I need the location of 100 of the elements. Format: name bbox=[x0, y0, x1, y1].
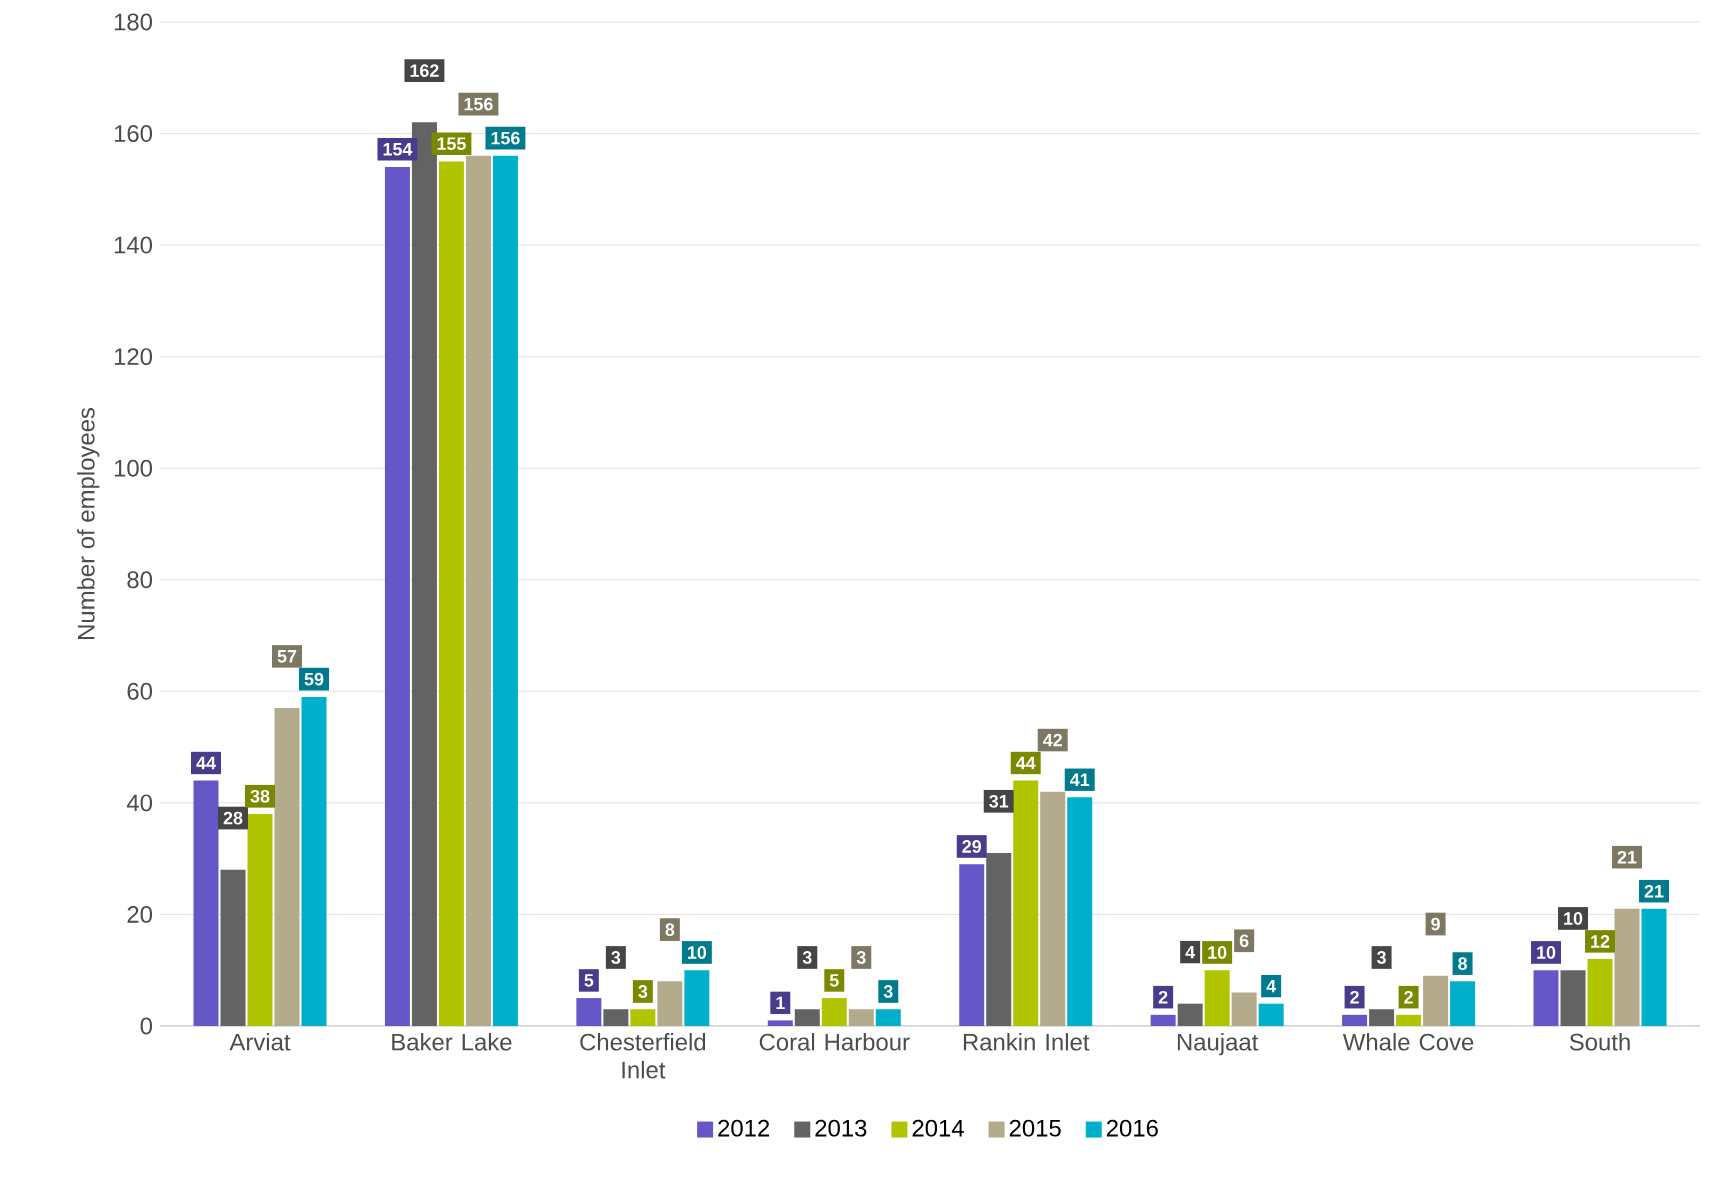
data-label: 29 bbox=[962, 840, 982, 853]
bar bbox=[1641, 908, 1667, 1026]
data-label: 42 bbox=[1043, 733, 1062, 747]
legend-label: 2015 bbox=[1009, 1119, 1061, 1137]
data-label: 3 bbox=[802, 951, 812, 964]
data-label: 162 bbox=[410, 64, 439, 77]
bar bbox=[1342, 1014, 1368, 1026]
bar bbox=[1423, 975, 1449, 1026]
data-label: 156 bbox=[491, 131, 520, 145]
bar bbox=[576, 998, 602, 1026]
bar bbox=[1231, 992, 1257, 1026]
data-label: 59 bbox=[304, 672, 324, 686]
data-label: 154 bbox=[383, 143, 413, 156]
bar bbox=[684, 970, 710, 1026]
bar bbox=[1560, 970, 1586, 1026]
data-label: 4 bbox=[1266, 979, 1277, 993]
y-tick-label: 180 bbox=[114, 13, 153, 31]
bar bbox=[1067, 797, 1093, 1026]
bar bbox=[1614, 908, 1640, 1026]
bar bbox=[821, 998, 847, 1026]
data-label: 10 bbox=[1537, 946, 1556, 959]
bar bbox=[301, 696, 327, 1026]
x-tick-label: Chesterfield Inlet bbox=[580, 1033, 706, 1079]
bar bbox=[1587, 959, 1613, 1026]
data-label: 2 bbox=[1158, 990, 1168, 1004]
bar bbox=[1177, 1003, 1203, 1026]
legend-label: 2012 bbox=[718, 1119, 770, 1137]
bar bbox=[1013, 780, 1039, 1026]
data-label: 156 bbox=[464, 97, 493, 111]
data-label: 10 bbox=[1208, 946, 1227, 959]
y-tick-label: 100 bbox=[114, 459, 153, 477]
data-label: 5 bbox=[584, 974, 594, 987]
bar bbox=[1450, 981, 1476, 1026]
bar bbox=[986, 853, 1012, 1026]
x-tick-label: Rankin Inlet bbox=[963, 1033, 1090, 1051]
bar bbox=[875, 1009, 901, 1026]
bar bbox=[603, 1009, 629, 1026]
data-label: 28 bbox=[223, 811, 243, 825]
bar bbox=[438, 161, 464, 1026]
data-label: 10 bbox=[688, 946, 707, 959]
bar bbox=[492, 155, 518, 1026]
bar bbox=[848, 1009, 874, 1026]
bar bbox=[274, 708, 300, 1026]
data-label: 3 bbox=[638, 985, 648, 998]
data-label: 2 bbox=[1350, 990, 1359, 1004]
bar bbox=[794, 1009, 820, 1026]
x-tick-label: Coral Harbour bbox=[759, 1033, 910, 1051]
bar bbox=[1369, 1009, 1395, 1026]
y-tick-label: 20 bbox=[127, 905, 153, 923]
y-tick-label: 140 bbox=[114, 236, 153, 254]
data-label: 44 bbox=[196, 756, 216, 770]
bar bbox=[1150, 1014, 1176, 1026]
bar bbox=[1533, 970, 1559, 1026]
y-axis-title: Number of employees bbox=[77, 407, 100, 639]
data-label: 21 bbox=[1617, 850, 1637, 864]
bar bbox=[384, 166, 410, 1026]
data-label: 8 bbox=[1458, 957, 1468, 970]
x-tick-label: Whale Cove bbox=[1342, 1033, 1474, 1051]
legend-label: 2013 bbox=[815, 1119, 867, 1137]
data-label: 1 bbox=[776, 996, 785, 1010]
y-tick-label: 120 bbox=[114, 348, 153, 366]
bar bbox=[465, 155, 491, 1026]
bar bbox=[220, 869, 246, 1026]
y-tick-label: 80 bbox=[127, 571, 153, 589]
y-tick-label: 60 bbox=[127, 682, 153, 700]
data-label: 5 bbox=[829, 974, 839, 987]
data-label: 41 bbox=[1070, 773, 1090, 786]
data-label: 2 bbox=[1404, 990, 1413, 1004]
data-label: 12 bbox=[1591, 935, 1610, 948]
bar bbox=[959, 864, 985, 1026]
data-label: 38 bbox=[250, 789, 270, 803]
data-label: 4 bbox=[1185, 945, 1196, 959]
y-tick-label: 160 bbox=[114, 125, 153, 142]
legend-label: 2016 bbox=[1106, 1119, 1158, 1137]
data-label: 21 bbox=[1644, 884, 1664, 898]
bar bbox=[1258, 1003, 1284, 1026]
data-label: 6 bbox=[1239, 934, 1249, 948]
y-tick-label: 40 bbox=[126, 794, 153, 812]
x-tick-label: Baker Lake bbox=[392, 1033, 512, 1051]
bar bbox=[193, 780, 219, 1026]
bar bbox=[630, 1009, 656, 1026]
x-tick-label: Arviat bbox=[229, 1033, 291, 1051]
data-label: 3 bbox=[856, 951, 866, 964]
x-tick-label: South bbox=[1569, 1033, 1630, 1051]
data-label: 155 bbox=[437, 137, 466, 151]
data-label: 9 bbox=[1431, 917, 1440, 931]
bar bbox=[767, 1020, 793, 1026]
bar bbox=[247, 814, 273, 1026]
data-label: 31 bbox=[989, 794, 1009, 808]
x-tick-label: Naujaat bbox=[1177, 1033, 1259, 1056]
bar bbox=[1204, 970, 1230, 1026]
bar bbox=[411, 122, 437, 1026]
data-label: 8 bbox=[665, 923, 675, 936]
data-label: 57 bbox=[277, 650, 297, 663]
data-label: 44 bbox=[1016, 756, 1036, 770]
bar bbox=[1040, 791, 1066, 1026]
data-label: 3 bbox=[1377, 951, 1386, 964]
y-tick-label: 0 bbox=[140, 1017, 153, 1035]
bar bbox=[1396, 1014, 1422, 1026]
data-label: 3 bbox=[611, 951, 621, 964]
